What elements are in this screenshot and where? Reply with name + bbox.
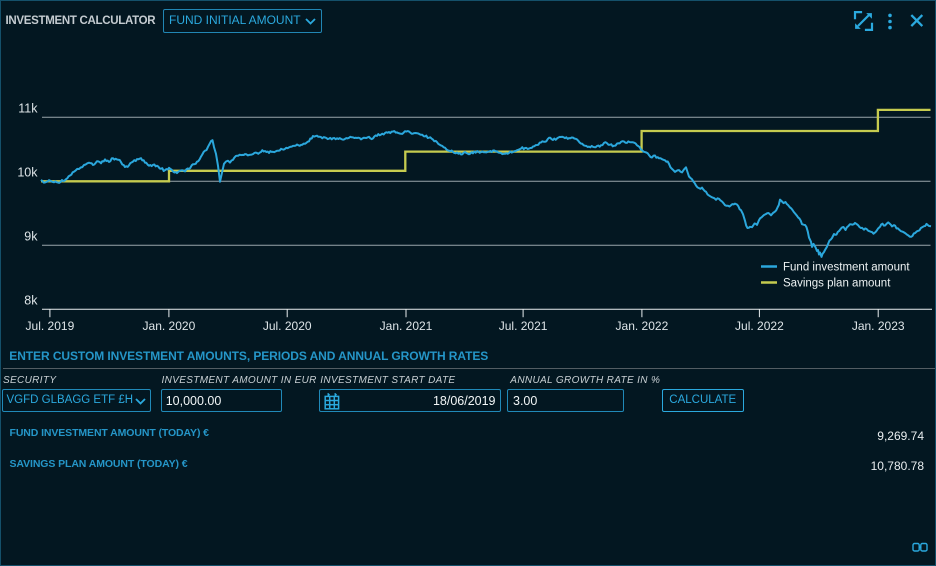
svg-text:11k: 11k — [18, 102, 38, 116]
svg-text:Savings plan amount: Savings plan amount — [783, 278, 891, 290]
svg-text:Jan. 2021: Jan. 2021 — [380, 319, 433, 333]
svg-text:9k: 9k — [24, 230, 38, 244]
svg-text:Jul. 2020: Jul. 2020 — [263, 319, 312, 333]
svg-text:Jul. 2022: Jul. 2022 — [735, 319, 784, 333]
svg-text:Jan. 2023: Jan. 2023 — [852, 319, 905, 333]
svg-text:Jan. 2022: Jan. 2022 — [616, 319, 669, 333]
svg-text:10k: 10k — [17, 166, 38, 180]
svg-text:Jul. 2021: Jul. 2021 — [499, 319, 548, 333]
svg-text:Jan. 2020: Jan. 2020 — [143, 319, 196, 333]
svg-text:8k: 8k — [24, 294, 38, 308]
svg-text:Fund investment amount: Fund investment amount — [783, 262, 910, 274]
svg-text:Jul. 2019: Jul. 2019 — [26, 319, 75, 333]
